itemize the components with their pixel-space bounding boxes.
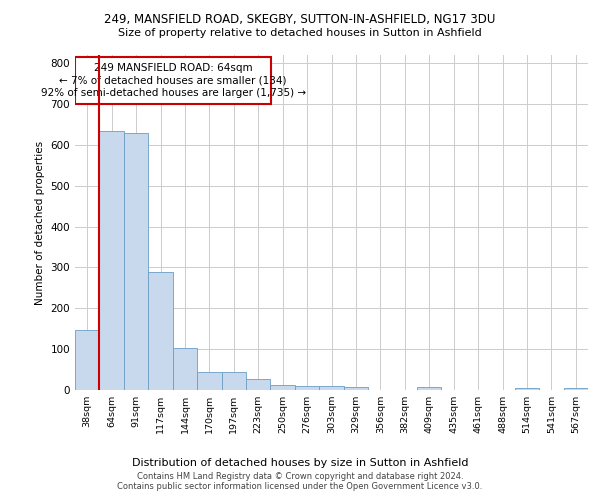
Bar (221, 372, 246, 390)
Bar (173, 348, 197, 390)
Text: 92% of semi-detached houses are larger (1,735) →: 92% of semi-detached houses are larger (… (41, 88, 306, 98)
Bar (271, 385, 295, 390)
Text: 249, MANSFIELD ROAD, SKEGBY, SUTTON-IN-ASHFIELD, NG17 3DU: 249, MANSFIELD ROAD, SKEGBY, SUTTON-IN-A… (104, 12, 496, 26)
Text: Size of property relative to detached houses in Sutton in Ashfield: Size of property relative to detached ho… (118, 28, 482, 38)
Text: Contains public sector information licensed under the Open Government Licence v3: Contains public sector information licen… (118, 482, 482, 491)
Bar (515, 388, 539, 390)
Bar (295, 386, 319, 390)
Bar (124, 134, 148, 390)
Bar (148, 272, 173, 390)
Bar (246, 378, 271, 390)
Text: Distribution of detached houses by size in Sutton in Ashfield: Distribution of detached houses by size … (132, 458, 468, 468)
Text: ← 7% of detached houses are smaller (134): ← 7% of detached houses are smaller (134… (59, 76, 287, 86)
Bar (344, 386, 368, 390)
Text: 249 MANSFIELD ROAD: 64sqm: 249 MANSFIELD ROAD: 64sqm (94, 63, 253, 73)
Bar (197, 372, 221, 390)
Text: Contains HM Land Registry data © Crown copyright and database right 2024.: Contains HM Land Registry data © Crown c… (137, 472, 463, 481)
Y-axis label: Number of detached properties: Number of detached properties (35, 140, 45, 304)
Bar (417, 387, 442, 390)
Bar (100, 130, 124, 390)
Bar (319, 386, 344, 390)
FancyBboxPatch shape (76, 57, 271, 104)
Bar (563, 388, 588, 390)
Bar (75, 330, 100, 390)
